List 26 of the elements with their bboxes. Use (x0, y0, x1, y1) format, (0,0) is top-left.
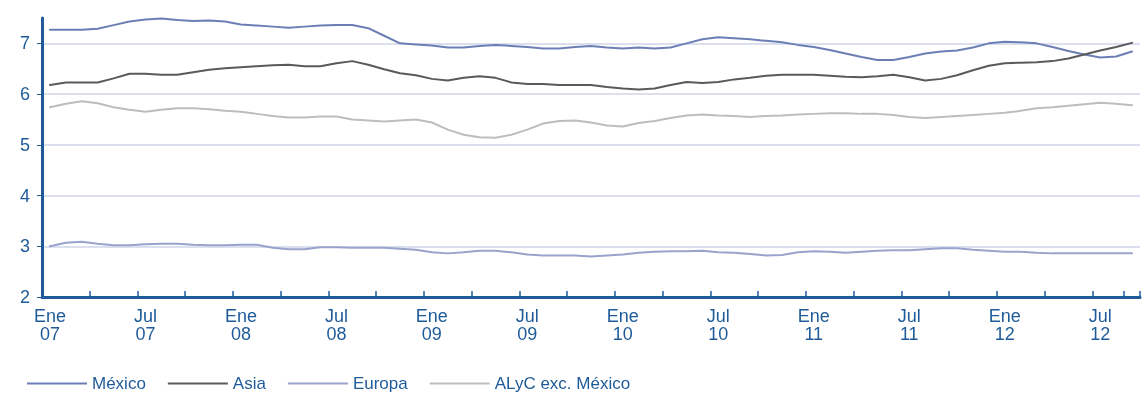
x-tick-label: Ene 07 (33, 306, 66, 344)
line-series (48, 17, 1134, 62)
x-tick-label: Ene 09 (415, 306, 448, 344)
line-series (48, 41, 1134, 91)
x-tick-label: Ene 12 (988, 306, 1021, 344)
line-series (48, 100, 1134, 139)
legend-label: ALyC exc. México (494, 374, 631, 393)
x-tick-label: Jul 09 (515, 306, 539, 344)
y-tick-label: 3 (19, 236, 30, 257)
x-tick-label: Jul 07 (133, 306, 157, 344)
y-tick-label: 4 (19, 185, 30, 206)
y-tick-label: 6 (19, 84, 30, 105)
y-tick-label: 2 (19, 287, 30, 307)
x-tick-label: Ene 11 (797, 306, 830, 344)
legend-label: Europa (352, 374, 409, 393)
x-tick-label: Ene 10 (606, 306, 639, 344)
y-tick-label: 5 (19, 134, 30, 155)
x-tick-label: Jul 08 (324, 306, 348, 344)
x-tick-label: Jul 12 (1088, 306, 1112, 344)
legend-label: México (92, 374, 146, 393)
x-tick-label: Jul 11 (897, 306, 921, 344)
legend-label: Asia (232, 374, 267, 393)
line-series (48, 240, 1134, 258)
x-tick-label: Jul 10 (706, 306, 730, 344)
y-tick-label: 7 (19, 33, 30, 54)
x-tick-label: Ene 08 (224, 306, 257, 344)
